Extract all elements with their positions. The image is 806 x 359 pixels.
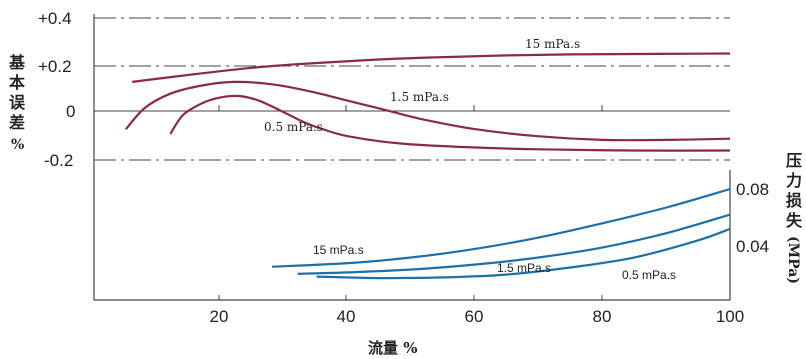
y-tick-top-04: +0.4 bbox=[38, 9, 72, 28]
ylabel-right-char-3: 损 bbox=[786, 191, 802, 210]
y-tick-top-0: 0 bbox=[66, 102, 75, 121]
top-label-15mpas: 15 mPa.s bbox=[525, 37, 580, 51]
top-curve-0-5mpas bbox=[169, 94, 731, 152]
y-tick-top-neg02: -0.2 bbox=[44, 151, 73, 170]
top-label-1-5mpas: 1.5 mPa.s bbox=[390, 90, 449, 104]
ylabel-top-char-2: 本 bbox=[9, 73, 25, 92]
top-curve-15mpas bbox=[132, 52, 731, 83]
ylabel-top-char-1: 基 bbox=[8, 53, 26, 72]
x-tick-label-80: 80 bbox=[593, 307, 612, 326]
y-tick-right-004: 0.04 bbox=[736, 237, 769, 256]
ylabel-right-char-4: 失 bbox=[786, 211, 803, 230]
ylabel-top-char-3: 误 bbox=[9, 93, 26, 112]
ylabel-top-char-5: % bbox=[11, 137, 24, 153]
xlabel: 流量 % bbox=[368, 339, 417, 357]
bottom-curve-0-5mpas bbox=[316, 227, 731, 280]
ylabel-right-char-1: 压 bbox=[786, 151, 802, 170]
x-tick-label-60: 60 bbox=[465, 307, 484, 326]
bottom-label-0-5mpas: 0.5 mPa.s bbox=[622, 268, 676, 282]
y-tick-top-02: +0.2 bbox=[38, 57, 72, 76]
x-tick-label-100: 100 bbox=[716, 307, 744, 326]
bottom-curve-1-5mpas bbox=[297, 213, 731, 275]
x-tick-label-20: 20 bbox=[210, 307, 229, 326]
bottom-curve-15mpas bbox=[272, 187, 731, 268]
ylabel-top-char-4: 差 bbox=[9, 113, 25, 132]
top-label-0-5mpas: 0.5 mPa.s bbox=[264, 120, 323, 134]
top-curve-1-5mpas bbox=[124, 80, 731, 142]
bottom-label-1-5mpas: 1.5 mPa.s bbox=[497, 261, 551, 275]
y-tick-right-008: 0.08 bbox=[736, 180, 769, 199]
bottom-label-15mpas: 15 mPa.s bbox=[313, 243, 364, 257]
ylabel-right-unit: (MPa) bbox=[785, 236, 801, 284]
ylabel-right-char-2: 力 bbox=[786, 171, 802, 190]
x-tick-label-40: 40 bbox=[337, 307, 356, 326]
